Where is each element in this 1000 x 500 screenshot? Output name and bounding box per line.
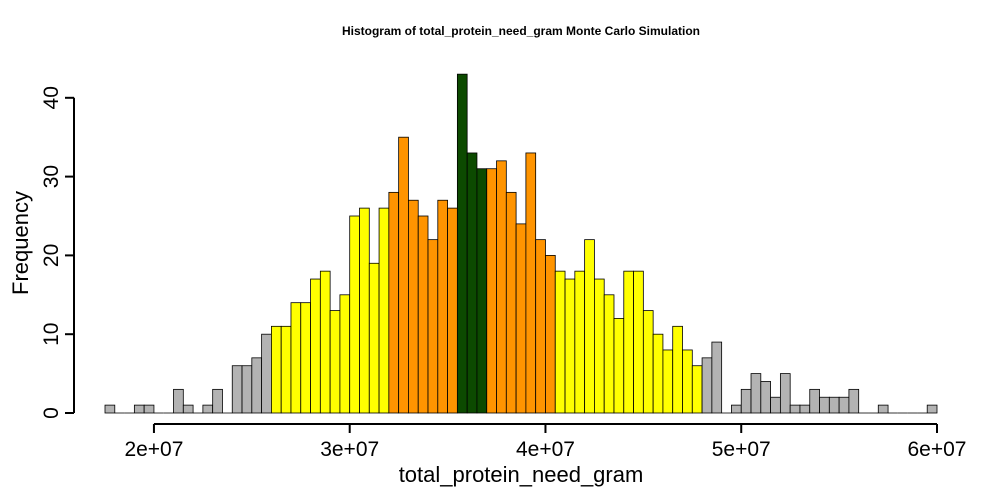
histogram-bar-69 bbox=[779, 373, 791, 414]
histogram-bar-43 bbox=[525, 152, 537, 414]
chart-title: Histogram of total_protein_need_gram Mon… bbox=[342, 24, 700, 38]
histogram-bar-10 bbox=[202, 404, 214, 414]
histogram-bar-46 bbox=[554, 270, 566, 414]
histogram-bar-33 bbox=[427, 239, 439, 414]
histogram-bar-36 bbox=[456, 73, 468, 414]
histogram-bar-35 bbox=[447, 207, 458, 414]
histogram-bar-23 bbox=[329, 310, 341, 414]
histogram-bar-7 bbox=[173, 388, 184, 414]
histogram-bar-17 bbox=[270, 325, 282, 414]
histogram-bar-84 bbox=[926, 404, 938, 414]
x-tick-label-4: 6e+07 bbox=[908, 438, 967, 461]
histogram-bar-39 bbox=[486, 168, 497, 414]
histogram-bar-52 bbox=[613, 318, 625, 414]
x-tick-label-3: 5e+07 bbox=[712, 438, 771, 461]
histogram-bar-8 bbox=[182, 404, 194, 414]
histogram-bar-3 bbox=[133, 404, 145, 414]
histogram-bar-61 bbox=[701, 357, 713, 414]
histogram-bar-56 bbox=[652, 333, 664, 414]
histogram-bar-45 bbox=[545, 254, 556, 414]
histogram-bar-73 bbox=[819, 396, 830, 414]
histogram-bar-14 bbox=[241, 365, 253, 414]
histogram-bar-76 bbox=[848, 388, 860, 414]
y-axis-label: Frequency bbox=[8, 191, 33, 295]
histogram-bar-29 bbox=[388, 191, 400, 414]
histogram-bar-24 bbox=[339, 294, 351, 414]
histogram-bar-55 bbox=[642, 310, 654, 414]
histogram-bar-60 bbox=[691, 365, 703, 414]
x-axis: 2e+07 3e+07 4e+07 5e+07 6e+07 bbox=[124, 423, 967, 461]
histogram-bars bbox=[104, 73, 938, 414]
histogram-bar-11 bbox=[212, 388, 223, 414]
histogram-bar-66 bbox=[750, 373, 762, 414]
histogram-bar-38 bbox=[476, 168, 488, 414]
histogram-bar-18 bbox=[280, 325, 292, 414]
histogram-bar-47 bbox=[564, 278, 576, 414]
histogram-bar-40 bbox=[496, 160, 507, 414]
histogram-bar-37 bbox=[466, 152, 478, 414]
histogram-bar-71 bbox=[799, 404, 811, 414]
y-tick-label-1: 10 bbox=[40, 323, 63, 346]
histogram-bar-67 bbox=[760, 381, 772, 414]
histogram-bar-25 bbox=[349, 215, 360, 414]
histogram-bar-19 bbox=[290, 302, 302, 414]
histogram-bar-75 bbox=[838, 396, 850, 414]
histogram-bar-70 bbox=[789, 404, 801, 414]
histogram-bar-26 bbox=[359, 207, 370, 414]
histogram-bar-59 bbox=[682, 349, 693, 414]
histogram-bar-48 bbox=[574, 270, 586, 414]
histogram-bar-20 bbox=[300, 302, 311, 414]
histogram-bar-79 bbox=[877, 404, 889, 414]
histogram-bar-27 bbox=[368, 262, 380, 414]
x-tick-label-0: 2e+07 bbox=[124, 438, 183, 461]
histogram-bar-72 bbox=[809, 388, 820, 414]
y-tick-label-4: 40 bbox=[40, 86, 63, 109]
histogram-bar-54 bbox=[633, 270, 644, 414]
histogram-bar-32 bbox=[417, 215, 429, 414]
x-tick-label-1: 3e+07 bbox=[320, 438, 379, 461]
histogram-bar-74 bbox=[828, 396, 840, 414]
histogram-bar-68 bbox=[770, 396, 781, 414]
histogram-bar-41 bbox=[505, 191, 517, 414]
y-tick-label-0: 0 bbox=[40, 407, 63, 419]
histogram-bar-22 bbox=[319, 270, 331, 414]
histogram-bar-57 bbox=[662, 349, 674, 414]
x-axis-label: total_protein_need_gram bbox=[399, 462, 644, 487]
y-tick-label-3: 30 bbox=[40, 165, 63, 188]
histogram-bar-64 bbox=[731, 404, 742, 414]
histogram-bar-50 bbox=[594, 278, 605, 414]
histogram-bar-51 bbox=[603, 294, 615, 414]
histogram-bar-31 bbox=[408, 199, 419, 414]
y-axis: 0 10 20 30 40 bbox=[40, 86, 75, 419]
x-tick-label-2: 4e+07 bbox=[516, 438, 575, 461]
histogram-bar-44 bbox=[535, 239, 546, 414]
histogram-bar-13 bbox=[231, 365, 243, 414]
histogram-bar-16 bbox=[261, 333, 272, 414]
histogram-bar-0 bbox=[104, 404, 116, 414]
histogram-bar-34 bbox=[437, 199, 448, 414]
histogram-bar-21 bbox=[310, 278, 321, 414]
histogram-bar-4 bbox=[143, 404, 155, 414]
histogram-bar-53 bbox=[623, 270, 634, 414]
histogram-bar-65 bbox=[740, 388, 752, 414]
y-tick-label-2: 20 bbox=[40, 244, 63, 267]
histogram-bar-15 bbox=[251, 357, 263, 414]
histogram-bar-28 bbox=[378, 207, 390, 414]
histogram-bar-58 bbox=[672, 325, 683, 414]
histogram-bar-30 bbox=[398, 136, 409, 414]
histogram-bar-62 bbox=[711, 341, 723, 414]
histogram-bar-42 bbox=[515, 223, 527, 414]
histogram-bar-49 bbox=[584, 239, 595, 414]
